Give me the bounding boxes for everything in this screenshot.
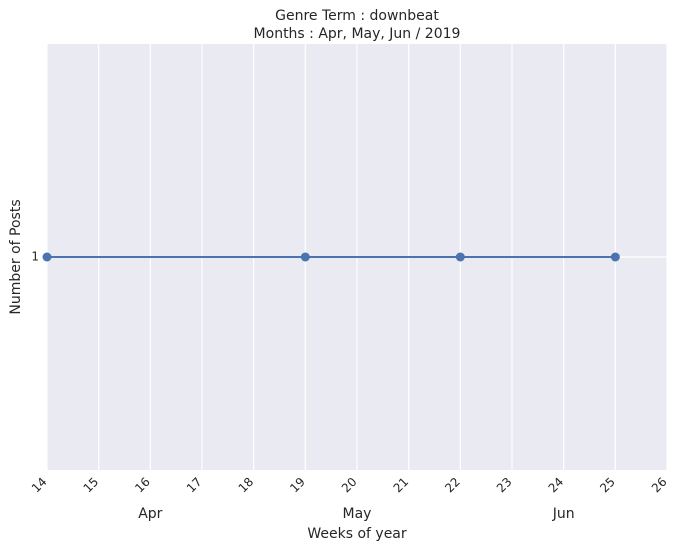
series-layer [42,252,620,262]
y-tick-label: 1 [31,250,39,264]
x-axis-label: Weeks of year [307,526,407,542]
y-tick-labels: 1 [31,250,39,264]
x-tick-label: 20 [339,475,360,496]
data-point [300,252,310,262]
month-label: Apr [138,506,162,522]
chart-title: Genre Term : downbeat [275,8,439,24]
x-tick-label: 24 [546,475,567,496]
x-tick-label: 18 [236,475,257,496]
data-point [42,252,52,262]
month-label: Jun [552,506,575,522]
month-label: May [343,506,372,522]
x-tick-label: 17 [184,475,205,496]
x-tick-label: 16 [132,475,153,496]
x-tick-label: 21 [391,475,412,496]
x-tick-label: 23 [494,475,515,496]
x-tick-label: 25 [597,475,618,496]
x-tick-label: 26 [649,475,670,496]
y-axis-label: Number of Posts [8,199,24,314]
x-tick-labels: 14 15 16 17 18 19 20 21 22 23 24 25 26 [29,475,670,496]
x-tick-label: 19 [287,475,308,496]
x-tick-label: 14 [29,475,50,496]
x-tick-label: 22 [442,475,463,496]
x-tick-label: 15 [81,475,102,496]
data-point [610,252,620,262]
month-labels: Apr May Jun [138,506,574,522]
data-point [455,252,465,262]
chart-subtitle: Months : Apr, May, Jun / 2019 [254,26,461,42]
